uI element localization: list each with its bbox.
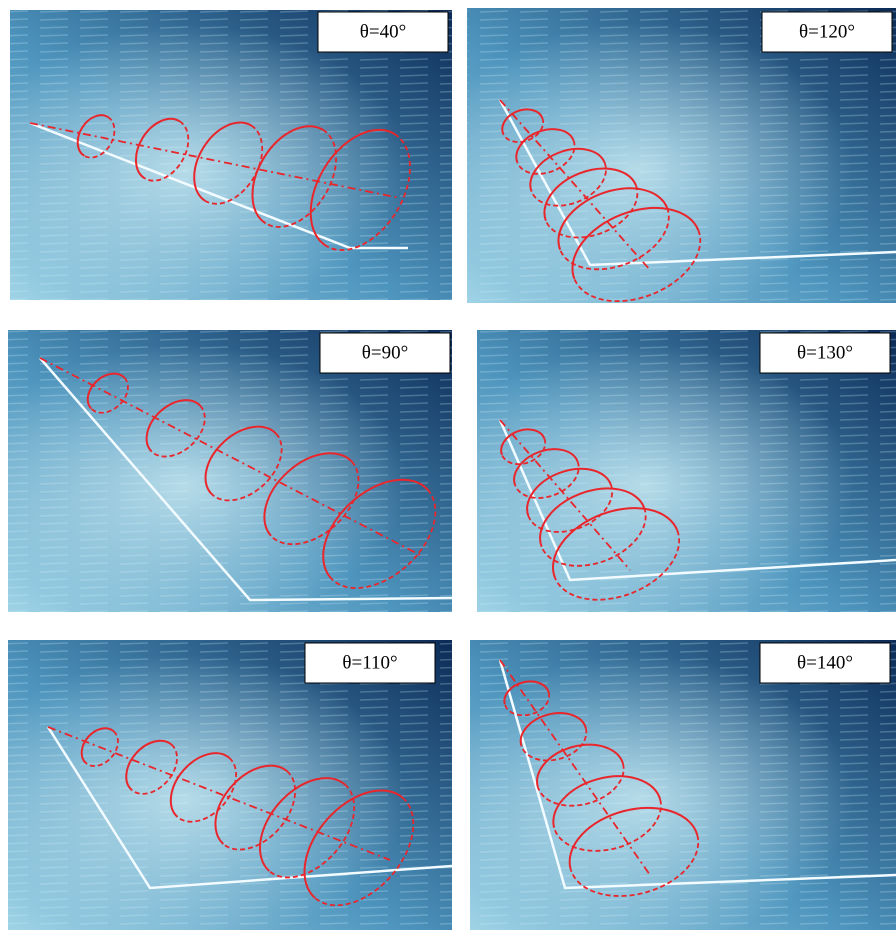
- photo-panel: θ=40°: [10, 10, 452, 300]
- photo-panel: θ=90°: [8, 330, 456, 612]
- page: θ=40°θ=120°θ=90°θ=130°θ=110°θ=140° (() =…: [0, 0, 896, 930]
- angle-label: θ=90°: [362, 342, 408, 363]
- angle-label: θ=40°: [360, 21, 406, 42]
- angle-label: θ=130°: [797, 342, 853, 363]
- photo-panel: θ=120°: [467, 8, 896, 319]
- bubble-glow: [10, 10, 452, 300]
- figure: θ=40° θ=120° θ=90° θ=130° θ=110° θ=140°: [0, 0, 896, 930]
- angle-label: θ=140°: [797, 652, 853, 673]
- photo-panel: θ=130°: [477, 330, 896, 617]
- photo-panel: θ=110°: [8, 640, 452, 930]
- angle-label: θ=120°: [799, 21, 855, 42]
- photo-panel: θ=140°: [470, 640, 896, 930]
- angle-label: θ=110°: [342, 652, 397, 673]
